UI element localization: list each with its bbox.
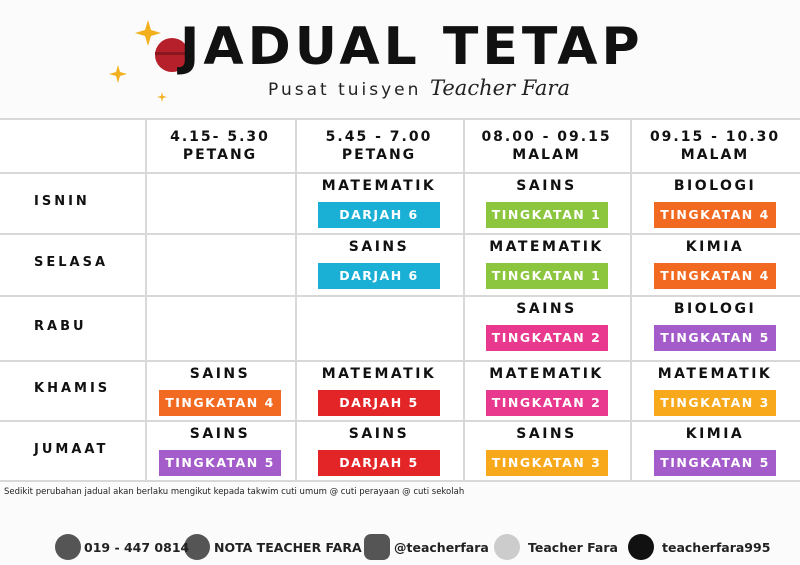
subject: BIOLOGI bbox=[673, 301, 757, 317]
subject: MATEMATIK bbox=[489, 239, 604, 255]
contact-text: teacherfara995 bbox=[662, 540, 771, 555]
class-badge: TINGKATAN 5 bbox=[159, 450, 281, 476]
day-label: KHAMIS bbox=[34, 381, 111, 396]
grid-line bbox=[295, 118, 297, 482]
class-badge: TINGKATAN 1 bbox=[485, 202, 608, 228]
subject: BIOLOGI bbox=[673, 178, 757, 194]
class-badge: TINGKATAN 2 bbox=[485, 325, 608, 351]
note: Sedikit perubahan jadual akan berlaku me… bbox=[4, 487, 465, 497]
tiktok-icon bbox=[628, 534, 654, 560]
period-header: MALAM bbox=[512, 147, 581, 163]
signature: Teacher Fara bbox=[430, 76, 570, 100]
subject: SAINS bbox=[516, 178, 577, 194]
class-badge: TINGKATAN 1 bbox=[485, 263, 608, 289]
grid-line bbox=[0, 233, 800, 235]
class-badge: TINGKATAN 2 bbox=[485, 390, 608, 416]
telegram-icon bbox=[184, 534, 210, 560]
star bbox=[135, 20, 161, 46]
subject: SAINS bbox=[189, 426, 251, 442]
subject: KIMIA bbox=[685, 426, 745, 442]
subject: SAINS bbox=[348, 426, 410, 442]
grid-line bbox=[0, 172, 800, 174]
subject: KIMIA bbox=[685, 239, 745, 255]
planet-band bbox=[155, 52, 189, 55]
facebook-icon bbox=[494, 534, 520, 560]
subject: SAINS bbox=[516, 301, 577, 317]
instagram-icon bbox=[364, 534, 390, 560]
day-label: SELASA bbox=[34, 255, 109, 270]
subject: MATEMATIK bbox=[321, 178, 437, 194]
grid-line bbox=[463, 118, 465, 482]
class-badge: DARJAH 6 bbox=[318, 202, 440, 228]
grid-line bbox=[0, 480, 800, 482]
period-header: MALAM bbox=[680, 147, 750, 163]
subject: MATEMATIK bbox=[321, 366, 437, 382]
grid-line bbox=[145, 118, 147, 482]
class-badge: TINGKATAN 3 bbox=[654, 390, 776, 416]
class-badge: DARJAH 5 bbox=[318, 390, 440, 416]
class-badge: TINGKATAN 4 bbox=[159, 390, 281, 416]
class-badge: TINGKATAN 4 bbox=[654, 263, 776, 289]
subtitle: Pusat tuisyen bbox=[268, 80, 422, 100]
contact-text: NOTA TEACHER FARA bbox=[214, 540, 362, 555]
day-label: RABU bbox=[34, 318, 87, 334]
subject: SAINS bbox=[189, 366, 251, 382]
class-badge: DARJAH 5 bbox=[318, 450, 440, 476]
class-badge: TINGKATAN 3 bbox=[485, 450, 608, 476]
star bbox=[109, 65, 127, 83]
day-label: ISNIN bbox=[34, 193, 90, 209]
contact-text: 019 - 447 0814 bbox=[84, 540, 190, 555]
grid-line bbox=[0, 295, 800, 297]
subject: SAINS bbox=[348, 239, 410, 255]
day-label: JUMAAT bbox=[34, 442, 109, 457]
subject: MATEMATIK bbox=[657, 366, 773, 382]
class-badge: DARJAH 6 bbox=[318, 263, 440, 289]
time-header: 5.45 - 7.00 bbox=[325, 129, 433, 145]
time-header: 4.15- 5.30 bbox=[170, 129, 270, 145]
star bbox=[157, 92, 167, 102]
title: JADUAL TETAP bbox=[180, 17, 644, 77]
subject: MATEMATIK bbox=[489, 366, 604, 382]
contact-text: @teacherfara bbox=[394, 540, 489, 555]
subject: SAINS bbox=[516, 426, 577, 442]
class-badge: TINGKATAN 4 bbox=[654, 202, 776, 228]
decoration bbox=[109, 20, 189, 102]
contact-text: Teacher Fara bbox=[528, 540, 618, 555]
period-header: PETANG bbox=[341, 147, 417, 163]
time-header: 09.15 - 10.30 bbox=[649, 129, 781, 145]
grid-line bbox=[0, 118, 800, 120]
class-badge: TINGKATAN 5 bbox=[654, 325, 776, 351]
whatsapp-icon bbox=[55, 534, 81, 560]
period-header: PETANG bbox=[182, 147, 258, 163]
class-badge: TINGKATAN 5 bbox=[654, 450, 776, 476]
grid-line bbox=[0, 360, 800, 362]
time-header: 08.00 - 09.15 bbox=[481, 129, 612, 145]
grid-line bbox=[0, 420, 800, 422]
grid-line bbox=[630, 118, 632, 482]
timetable: 4.15- 5.30 PETANG 5.45 - 7.00 PETANG 08.00 -… bbox=[0, 118, 800, 482]
